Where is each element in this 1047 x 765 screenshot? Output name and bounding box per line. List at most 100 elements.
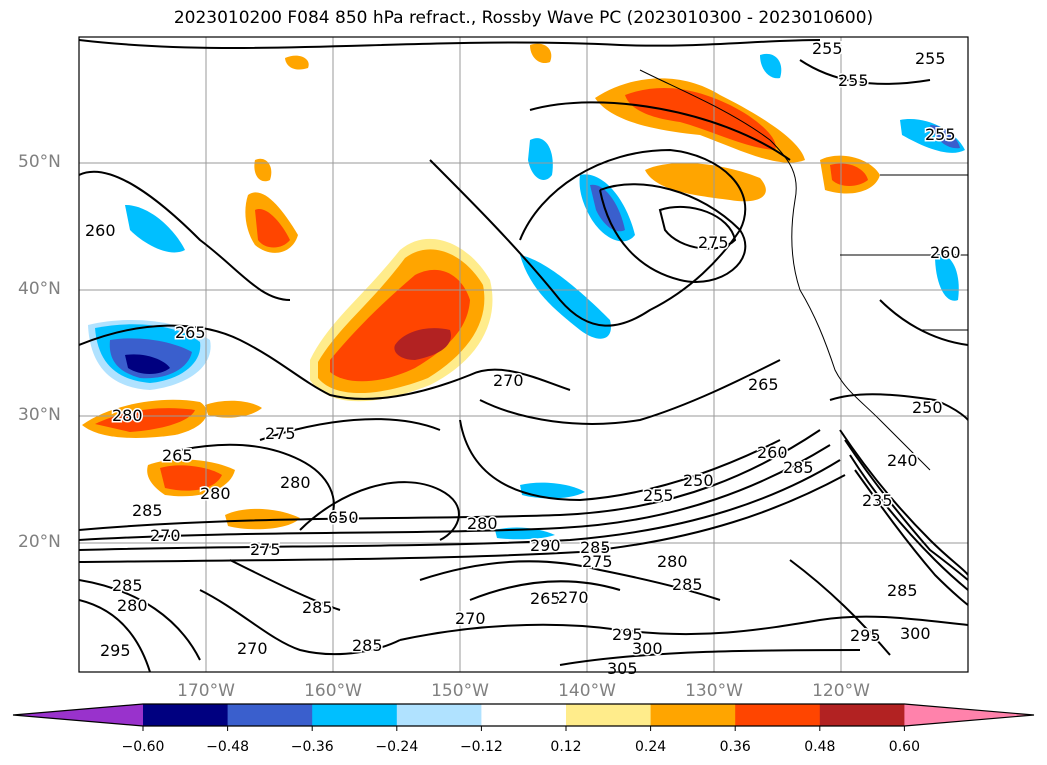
contour-label: 255: [838, 71, 869, 90]
colorbar-tick-label: −0.60: [121, 739, 165, 755]
contour-label: 300: [632, 639, 663, 658]
contour-label: 250: [912, 398, 943, 417]
shading-layer: [82, 43, 965, 540]
lat-label: 30°N: [18, 405, 61, 425]
contour-layer: [79, 39, 968, 672]
contour-label: 285: [132, 501, 163, 520]
anomaly-positive: [394, 328, 451, 360]
lon-label: 150°W: [431, 681, 489, 701]
lon-label: 130°W: [685, 681, 743, 701]
anomaly-positive: [225, 508, 300, 530]
colorbar-segment: [227, 704, 313, 726]
chart-title: 2023010200 F084 850 hPa refract., Rossby…: [173, 8, 874, 28]
lon-label: 160°W: [304, 681, 362, 701]
colorbar-extend-max: [904, 704, 1034, 726]
contour-label: 280: [200, 484, 231, 503]
contour-label: 280: [112, 406, 143, 425]
contour-label: 290: [530, 536, 561, 555]
contour-label: 280: [280, 473, 311, 492]
contour-label: 270: [558, 588, 589, 607]
contour-label: 285: [112, 576, 143, 595]
lat-label: 20°N: [18, 532, 61, 552]
map-frame: [78, 36, 969, 673]
contour-label: 255: [643, 486, 674, 505]
contour-label: 280: [467, 514, 498, 533]
anomaly-positive: [95, 408, 195, 432]
gridlines: [79, 37, 968, 672]
contour-label: 275: [582, 552, 613, 571]
lon-label: 140°W: [558, 681, 616, 701]
colorbar-extend-min: [13, 704, 143, 726]
colorbar-segment: [650, 704, 736, 726]
lon-label: 120°W: [812, 681, 870, 701]
contour-label: 265: [530, 589, 561, 608]
anomaly-positive: [254, 158, 272, 182]
contour-label: 650: [328, 508, 359, 527]
anomaly-positive: [205, 400, 262, 418]
contour-label: 275: [698, 233, 729, 252]
contour-label: 260: [757, 443, 788, 462]
lon-label: 170°W: [177, 681, 235, 701]
contour-lines: [79, 39, 968, 672]
colorbar-tick-label: 0.12: [550, 739, 582, 755]
anomaly-negative: [125, 354, 170, 374]
contour-label: 265: [162, 446, 193, 465]
contour-label: 265: [748, 375, 779, 394]
colorbar-tick-label: −0.24: [375, 739, 419, 755]
contour-label: 270: [493, 371, 524, 390]
colorbar-tick-label: 0.48: [804, 739, 836, 755]
contour-label: 275: [265, 424, 296, 443]
anomaly-positive: [530, 43, 552, 64]
contour-label: 255: [925, 125, 956, 144]
contour-label: 235: [862, 491, 893, 510]
contour-label: 295: [850, 626, 881, 645]
colorbar-segment: [566, 704, 652, 726]
contour-label: 240: [887, 451, 918, 470]
anomaly-positive: [255, 209, 290, 248]
contour-label: 280: [117, 596, 148, 615]
colorbar-tick-label: 0.60: [888, 739, 920, 755]
anomaly-negative: [520, 255, 611, 339]
contour-label: 270: [455, 609, 486, 628]
colorbar: [12, 703, 1035, 731]
contour-label: 300: [900, 624, 931, 643]
colorbar-segment: [819, 704, 905, 726]
contour-label: 285: [672, 575, 703, 594]
anomaly-negative: [520, 482, 585, 499]
colorbar-tick-label: −0.48: [206, 739, 250, 755]
colorbar-tick-label: 0.24: [635, 739, 667, 755]
contour-label: 260: [85, 221, 116, 240]
contour-labels: 255 255 255 255 260 275 260 265 270 265 …: [84, 38, 963, 680]
anomaly-negative: [935, 254, 959, 301]
anomaly-negative: [760, 53, 782, 79]
contour-label: 280: [657, 552, 688, 571]
anomaly-positive: [285, 55, 309, 70]
anomaly-positive: [645, 163, 766, 202]
anomaly-negative: [590, 184, 625, 232]
anomaly-negative: [125, 205, 185, 253]
contour-label: 270: [150, 526, 181, 545]
contour-label: 295: [100, 641, 131, 660]
contour-label: 285: [580, 538, 611, 557]
colorbar-segment: [143, 704, 229, 726]
colorbar-tick-label: 0.36: [719, 739, 751, 755]
contour-label: 250: [683, 471, 714, 490]
contour-label: 305: [607, 659, 638, 678]
lat-label: 50°N: [18, 152, 61, 172]
contour-label: 275: [250, 540, 281, 559]
colorbar-tick-label: −0.12: [459, 739, 503, 755]
contour-label: 260: [930, 243, 961, 262]
colorbar-segment: [481, 704, 567, 726]
contour-label: 295: [612, 625, 643, 644]
colorbar-tick-label: −0.36: [290, 739, 334, 755]
lat-label: 40°N: [18, 279, 61, 299]
anomaly-positive: [830, 163, 868, 186]
colorbar-segment: [312, 704, 398, 726]
contour-label: 285: [302, 598, 333, 617]
contour-label: 285: [352, 636, 383, 655]
contour-label: 285: [783, 458, 814, 477]
anomaly-negative: [930, 125, 960, 149]
contour-label: 270: [237, 639, 268, 658]
contour-label: 285: [887, 581, 918, 600]
